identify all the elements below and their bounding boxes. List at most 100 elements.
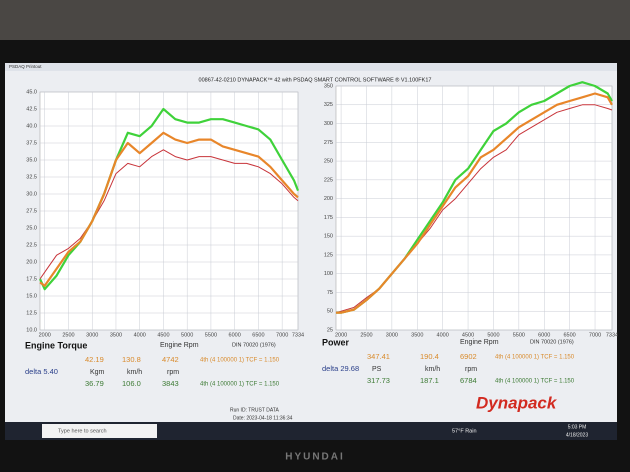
readout-value: 42.19 <box>85 355 104 364</box>
unit-label: rpm <box>167 369 179 376</box>
x-tick-label: 4500 <box>462 332 474 338</box>
y-tick-label: 35.0 <box>26 157 37 163</box>
series-line <box>39 131 299 287</box>
readout-value: 347.41 <box>367 352 390 361</box>
x-tick-label: 4000 <box>134 332 146 338</box>
unit-label: Kgm <box>90 369 105 376</box>
x-tick-label: 2500 <box>360 332 372 338</box>
readout-value: 6784 <box>460 376 477 385</box>
y-tick-label: 50 <box>327 309 333 315</box>
y-tick-label: 350 <box>324 83 333 89</box>
x-tick-label: 4500 <box>157 332 169 338</box>
unit-label: PS <box>372 366 382 373</box>
x-tick-label: 5000 <box>487 332 499 338</box>
y-tick-label: 100 <box>324 271 333 277</box>
y-tick-label: 175 <box>324 215 333 221</box>
y-tick-label: 150 <box>324 234 333 240</box>
readout-value: 4th (4 100000 1) TCF = 1.150 <box>200 382 280 388</box>
taskbar <box>5 422 617 440</box>
x-tick-label: 7000 <box>589 332 601 338</box>
y-tick-label: 10.0 <box>26 327 37 333</box>
y-tick-label: 12.5 <box>26 310 37 316</box>
y-tick-label: 250 <box>324 159 333 165</box>
run-date: Date: 2023-04-18 11:36:34 <box>233 415 293 421</box>
x-tick-label: 3000 <box>386 332 398 338</box>
y-tick-label: 30.0 <box>26 191 37 197</box>
y-tick-label: 45.0 <box>26 89 37 95</box>
y-tick-label: 225 <box>324 177 333 183</box>
x-tick-label: 5500 <box>513 332 525 338</box>
rpm-label: Engine Rpm <box>160 342 199 349</box>
readout-value: 6902 <box>460 352 477 361</box>
y-tick-label: 22.5 <box>26 242 37 248</box>
x-tick-label: 2000 <box>39 332 51 338</box>
x-tick-label: 3500 <box>411 332 423 338</box>
y-tick-label: 325 <box>324 102 333 108</box>
unit-label: rpm <box>465 366 477 373</box>
series-line <box>336 92 613 314</box>
x-tick-label: 2000 <box>335 332 347 338</box>
x-tick-label: 7334 <box>292 332 304 338</box>
monitor-brand: HYUNDAI <box>285 452 345 463</box>
x-tick-label: 7000 <box>276 332 288 338</box>
y-tick-label: 20.0 <box>26 259 37 265</box>
x-tick-label: 5000 <box>181 332 193 338</box>
brand-logo: Dynapack <box>476 393 558 412</box>
panel-heading: Engine Torque <box>25 340 87 350</box>
y-tick-label: 75 <box>327 290 333 296</box>
y-tick-label: 27.5 <box>26 208 37 214</box>
y-tick-label: 15.0 <box>26 293 37 299</box>
x-tick-label: 6000 <box>229 332 241 338</box>
y-tick-label: 17.5 <box>26 276 37 282</box>
rpm-label: Engine Rpm <box>460 339 499 346</box>
readout-value: 187.1 <box>420 376 439 385</box>
x-tick-label: 3000 <box>86 332 98 338</box>
standard: DIN 70020 (1976) <box>530 339 574 345</box>
x-tick-label: 6500 <box>252 332 264 338</box>
run-id: Run ID: TRUST DATA <box>230 407 279 413</box>
x-tick-label: 5500 <box>205 332 217 338</box>
clock-time[interactable]: 5:03 PM <box>568 424 587 430</box>
readout-value: 317.73 <box>367 376 390 385</box>
y-tick-label: 200 <box>324 196 333 202</box>
unit-label: km/h <box>425 366 440 373</box>
delta: delta 29.68 <box>322 364 359 373</box>
clock-date[interactable]: 4/18/2023 <box>566 432 588 438</box>
standard: DIN 70020 (1976) <box>232 342 276 348</box>
series-line <box>39 149 299 280</box>
x-tick-label: 7334 <box>606 332 618 338</box>
plot-area <box>335 85 613 331</box>
search-placeholder[interactable]: Type here to search <box>58 428 107 434</box>
y-tick-label: 25.0 <box>26 225 37 231</box>
x-tick-label: 6000 <box>538 332 550 338</box>
window-titlebar <box>5 63 617 71</box>
y-tick-label: 42.5 <box>26 106 37 112</box>
readout-value: 4th (4 100000 1) TCF = 1.150 <box>495 379 575 385</box>
search-box[interactable] <box>42 424 157 438</box>
readout-value: 36.79 <box>85 379 104 388</box>
weather[interactable]: 57°F Rain <box>452 428 477 434</box>
readout-value: 4th (4 100000 1) TCF = 1.150 <box>495 355 575 361</box>
y-tick-label: 125 <box>324 252 333 258</box>
y-tick-label: 40.0 <box>26 123 37 129</box>
app-name: PSDAQ Printout <box>9 64 42 69</box>
y-tick-label: 32.5 <box>26 174 37 180</box>
readout-value: 190.4 <box>420 352 439 361</box>
y-tick-label: 300 <box>324 121 333 127</box>
chart-title: 00867-42-0210 DYNAPACK™ 42 with PSDAQ SM… <box>199 76 432 83</box>
readout-value: 4th (4 100000 1) TCF = 1.150 <box>200 358 280 364</box>
y-tick-label: 275 <box>324 140 333 146</box>
panel-heading: Power <box>322 337 350 347</box>
unit-label: km/h <box>127 369 142 376</box>
x-tick-label: 6500 <box>564 332 576 338</box>
readout-value: 130.8 <box>122 355 141 364</box>
readout-value: 4742 <box>162 355 179 364</box>
x-tick-label: 3500 <box>110 332 122 338</box>
room <box>0 0 630 40</box>
delta: delta 5.40 <box>25 367 58 376</box>
readout-value: 106.0 <box>122 379 141 388</box>
y-tick-label: 25 <box>327 327 333 333</box>
y-tick-label: 37.5 <box>26 140 37 146</box>
x-tick-label: 4000 <box>437 332 449 338</box>
